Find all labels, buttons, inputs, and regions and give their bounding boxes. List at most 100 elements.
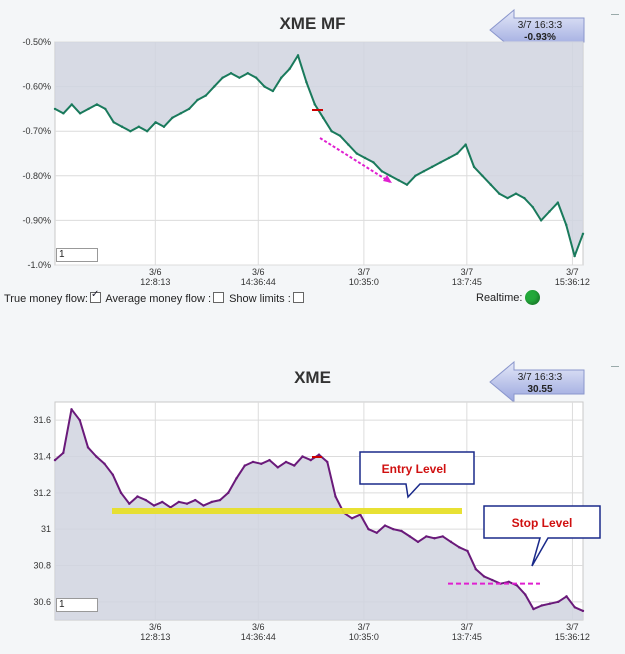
x-tick-date: 3/7 <box>461 622 474 632</box>
price-zoom-input[interactable]: 1 <box>56 598 98 612</box>
data-point <box>238 76 241 79</box>
price-back-button[interactable]: 3/7 16:3:3 30.55 <box>488 360 588 404</box>
data-point <box>120 125 124 128</box>
data-point <box>313 103 317 106</box>
show-limits-checkbox[interactable] <box>292 292 304 303</box>
data-point <box>573 254 576 258</box>
data-point <box>227 491 230 495</box>
data-point <box>296 54 300 57</box>
data-point <box>218 498 222 502</box>
data-point <box>202 504 205 507</box>
data-point <box>179 112 182 115</box>
data-point <box>171 116 174 120</box>
data-point <box>185 502 189 505</box>
y-tick-label: -0.80% <box>22 171 51 181</box>
x-tick-time: 15:36:12 <box>555 632 590 642</box>
realtime-status-icon[interactable] <box>525 290 541 305</box>
data-point <box>309 458 312 462</box>
data-point <box>338 134 342 137</box>
x-tick-date: 3/7 <box>358 267 371 277</box>
data-point <box>389 174 392 177</box>
data-point <box>472 165 476 169</box>
data-point <box>408 535 411 538</box>
true-money-flow-checkbox[interactable] <box>89 289 101 303</box>
true-money-flow-label: True money flow: <box>4 293 88 305</box>
entry-callout-box <box>359 451 475 499</box>
realtime-indicator: Realtime: <box>476 290 541 305</box>
data-point <box>380 170 384 173</box>
data-point <box>363 156 367 160</box>
average-money-flow-checkbox[interactable] <box>213 292 224 303</box>
data-point <box>70 103 73 106</box>
data-point <box>447 156 451 160</box>
data-point <box>62 451 65 455</box>
y-tick-label: 31.6 <box>33 415 51 425</box>
data-point <box>128 502 131 505</box>
stop-callout-box <box>483 505 601 567</box>
data-point <box>187 107 191 111</box>
x-tick-date: 3/7 <box>566 622 579 632</box>
data-point <box>129 130 132 133</box>
left-arrow-icon <box>489 360 585 404</box>
x-tick-time: 12:8:13 <box>140 277 170 287</box>
average-money-flow-label: Average money flow : <box>105 293 211 305</box>
data-point <box>305 80 308 84</box>
data-point <box>350 517 354 520</box>
data-point <box>355 152 358 155</box>
data-point <box>213 85 216 88</box>
data-point <box>152 504 156 507</box>
data-point <box>177 500 180 504</box>
price-badge-time: 3/7 16:3:3 <box>517 372 563 383</box>
data-point <box>137 125 141 128</box>
data-point <box>507 580 510 584</box>
x-tick-date: 3/7 <box>461 267 474 277</box>
data-point <box>317 453 321 456</box>
data-point <box>430 165 434 169</box>
data-point <box>301 455 304 458</box>
data-point <box>62 112 65 115</box>
y-tick-label: -0.70% <box>22 126 51 136</box>
x-tick-time: 12:8:13 <box>140 632 170 642</box>
data-point <box>53 107 57 111</box>
data-point <box>154 121 157 124</box>
data-point <box>441 535 444 538</box>
data-point <box>458 546 461 549</box>
mf-zoom-input[interactable]: 1 <box>56 248 98 262</box>
data-point <box>145 130 149 133</box>
data-point <box>531 205 534 209</box>
data-point <box>383 524 387 527</box>
data-point <box>506 196 509 200</box>
data-point <box>112 121 115 124</box>
data-point <box>482 575 486 578</box>
y-tick-label: 31.4 <box>33 452 51 462</box>
data-point <box>375 531 378 534</box>
data-point <box>581 232 585 235</box>
data-point <box>449 540 453 544</box>
data-point <box>210 500 213 504</box>
realtime-label: Realtime: <box>476 292 523 304</box>
data-point <box>330 130 333 133</box>
data-point <box>229 72 233 75</box>
x-tick-time: 14:36:44 <box>241 632 276 642</box>
data-point <box>433 537 436 540</box>
y-tick-label: -0.90% <box>22 215 51 225</box>
data-point <box>359 513 362 516</box>
x-tick-time: 13:7:45 <box>452 277 482 287</box>
data-point <box>293 464 296 467</box>
data-point <box>539 219 543 222</box>
data-point <box>169 506 172 509</box>
series-area <box>55 409 583 620</box>
data-point <box>565 223 568 227</box>
x-tick-time: 10:35:0 <box>349 277 379 287</box>
series-area <box>55 42 583 257</box>
data-point <box>557 600 560 604</box>
data-point <box>489 183 493 186</box>
y-tick-label: 30.6 <box>33 597 51 607</box>
data-point <box>119 491 123 495</box>
y-tick-label: 31 <box>41 524 51 534</box>
mf-badge-value: -0.93% <box>524 32 556 43</box>
data-point <box>284 460 288 464</box>
data-point <box>548 602 552 605</box>
x-tick-time: 10:35:0 <box>349 632 379 642</box>
data-point <box>271 89 275 93</box>
